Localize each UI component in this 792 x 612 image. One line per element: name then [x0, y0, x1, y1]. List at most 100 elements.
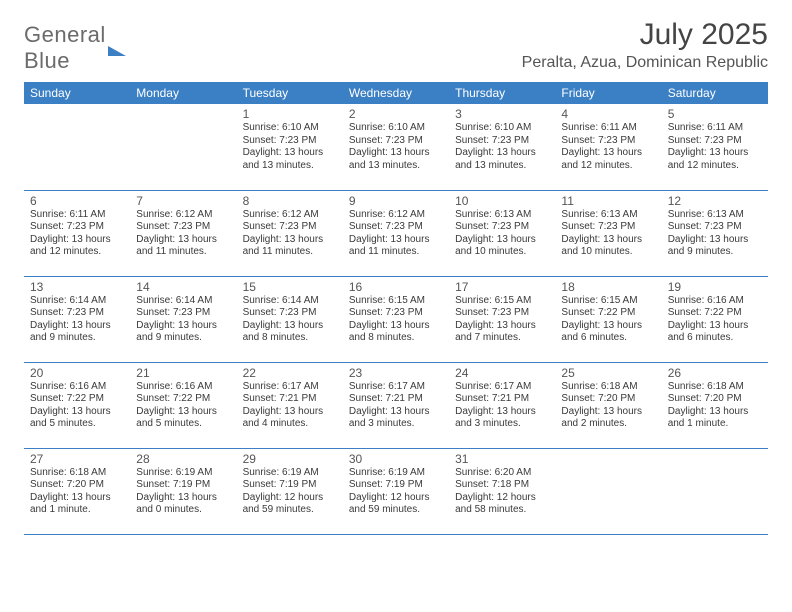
- day-number: 5: [668, 107, 762, 121]
- calendar-cell: [130, 104, 236, 190]
- day-details: Sunrise: 6:17 AMSunset: 7:21 PMDaylight:…: [455, 381, 549, 431]
- day-number: 29: [243, 452, 337, 466]
- calendar-cell: [24, 104, 130, 190]
- calendar-cell: 24Sunrise: 6:17 AMSunset: 7:21 PMDayligh…: [449, 362, 555, 448]
- logo-triangle-icon: [108, 46, 126, 56]
- day-number: 4: [561, 107, 655, 121]
- day-number: 15: [243, 280, 337, 294]
- calendar-cell: 25Sunrise: 6:18 AMSunset: 7:20 PMDayligh…: [555, 362, 661, 448]
- calendar-cell: 2Sunrise: 6:10 AMSunset: 7:23 PMDaylight…: [343, 104, 449, 190]
- calendar-row: 27Sunrise: 6:18 AMSunset: 7:20 PMDayligh…: [24, 448, 768, 534]
- day-details: Sunrise: 6:12 AMSunset: 7:23 PMDaylight:…: [136, 209, 230, 259]
- day-details: Sunrise: 6:11 AMSunset: 7:23 PMDaylight:…: [30, 209, 124, 259]
- location-text: Peralta, Azua, Dominican Republic: [522, 54, 768, 72]
- calendar-cell: 23Sunrise: 6:17 AMSunset: 7:21 PMDayligh…: [343, 362, 449, 448]
- day-details: Sunrise: 6:10 AMSunset: 7:23 PMDaylight:…: [455, 122, 549, 172]
- day-number: 6: [30, 194, 124, 208]
- day-number: 19: [668, 280, 762, 294]
- calendar-cell: 27Sunrise: 6:18 AMSunset: 7:20 PMDayligh…: [24, 448, 130, 534]
- calendar-cell: 28Sunrise: 6:19 AMSunset: 7:19 PMDayligh…: [130, 448, 236, 534]
- day-details: Sunrise: 6:16 AMSunset: 7:22 PMDaylight:…: [136, 381, 230, 431]
- calendar-cell: 5Sunrise: 6:11 AMSunset: 7:23 PMDaylight…: [662, 104, 768, 190]
- title-block: July 2025 Peralta, Azua, Dominican Repub…: [522, 18, 768, 72]
- day-number: 12: [668, 194, 762, 208]
- calendar-cell: 1Sunrise: 6:10 AMSunset: 7:23 PMDaylight…: [237, 104, 343, 190]
- day-number: 17: [455, 280, 549, 294]
- calendar-cell: 7Sunrise: 6:12 AMSunset: 7:23 PMDaylight…: [130, 190, 236, 276]
- calendar-cell: 15Sunrise: 6:14 AMSunset: 7:23 PMDayligh…: [237, 276, 343, 362]
- day-number: 9: [349, 194, 443, 208]
- calendar-cell: 3Sunrise: 6:10 AMSunset: 7:23 PMDaylight…: [449, 104, 555, 190]
- day-details: Sunrise: 6:13 AMSunset: 7:23 PMDaylight:…: [455, 209, 549, 259]
- calendar-cell: 20Sunrise: 6:16 AMSunset: 7:22 PMDayligh…: [24, 362, 130, 448]
- weekday-header: Saturday: [662, 82, 768, 104]
- logo-word2: Blue: [24, 48, 70, 73]
- calendar-cell: 6Sunrise: 6:11 AMSunset: 7:23 PMDaylight…: [24, 190, 130, 276]
- day-number: 22: [243, 366, 337, 380]
- day-details: Sunrise: 6:16 AMSunset: 7:22 PMDaylight:…: [30, 381, 124, 431]
- calendar-cell: 14Sunrise: 6:14 AMSunset: 7:23 PMDayligh…: [130, 276, 236, 362]
- calendar-row: 13Sunrise: 6:14 AMSunset: 7:23 PMDayligh…: [24, 276, 768, 362]
- day-details: Sunrise: 6:11 AMSunset: 7:23 PMDaylight:…: [561, 122, 655, 172]
- day-details: Sunrise: 6:20 AMSunset: 7:18 PMDaylight:…: [455, 467, 549, 517]
- day-number: 20: [30, 366, 124, 380]
- day-number: 10: [455, 194, 549, 208]
- calendar-cell: 31Sunrise: 6:20 AMSunset: 7:18 PMDayligh…: [449, 448, 555, 534]
- day-number: 8: [243, 194, 337, 208]
- calendar-cell: 29Sunrise: 6:19 AMSunset: 7:19 PMDayligh…: [237, 448, 343, 534]
- weekday-header-row: Sunday Monday Tuesday Wednesday Thursday…: [24, 82, 768, 104]
- day-number: 14: [136, 280, 230, 294]
- calendar-cell: 13Sunrise: 6:14 AMSunset: 7:23 PMDayligh…: [24, 276, 130, 362]
- calendar-cell: 4Sunrise: 6:11 AMSunset: 7:23 PMDaylight…: [555, 104, 661, 190]
- calendar-cell: 21Sunrise: 6:16 AMSunset: 7:22 PMDayligh…: [130, 362, 236, 448]
- day-number: 7: [136, 194, 230, 208]
- weekday-header: Thursday: [449, 82, 555, 104]
- calendar-cell: 11Sunrise: 6:13 AMSunset: 7:23 PMDayligh…: [555, 190, 661, 276]
- day-details: Sunrise: 6:17 AMSunset: 7:21 PMDaylight:…: [243, 381, 337, 431]
- day-details: Sunrise: 6:16 AMSunset: 7:22 PMDaylight:…: [668, 295, 762, 345]
- day-details: Sunrise: 6:15 AMSunset: 7:22 PMDaylight:…: [561, 295, 655, 345]
- day-details: Sunrise: 6:15 AMSunset: 7:23 PMDaylight:…: [455, 295, 549, 345]
- day-details: Sunrise: 6:10 AMSunset: 7:23 PMDaylight:…: [243, 122, 337, 172]
- calendar-cell: 17Sunrise: 6:15 AMSunset: 7:23 PMDayligh…: [449, 276, 555, 362]
- day-number: 1: [243, 107, 337, 121]
- day-details: Sunrise: 6:17 AMSunset: 7:21 PMDaylight:…: [349, 381, 443, 431]
- day-details: Sunrise: 6:14 AMSunset: 7:23 PMDaylight:…: [243, 295, 337, 345]
- day-details: Sunrise: 6:13 AMSunset: 7:23 PMDaylight:…: [561, 209, 655, 259]
- header: General Blue July 2025 Peralta, Azua, Do…: [24, 18, 768, 74]
- calendar-cell: 22Sunrise: 6:17 AMSunset: 7:21 PMDayligh…: [237, 362, 343, 448]
- calendar-cell: [662, 448, 768, 534]
- day-number: 30: [349, 452, 443, 466]
- day-number: 27: [30, 452, 124, 466]
- day-number: 23: [349, 366, 443, 380]
- day-details: Sunrise: 6:19 AMSunset: 7:19 PMDaylight:…: [349, 467, 443, 517]
- day-details: Sunrise: 6:14 AMSunset: 7:23 PMDaylight:…: [30, 295, 124, 345]
- day-details: Sunrise: 6:11 AMSunset: 7:23 PMDaylight:…: [668, 122, 762, 172]
- calendar-cell: [555, 448, 661, 534]
- day-details: Sunrise: 6:19 AMSunset: 7:19 PMDaylight:…: [243, 467, 337, 517]
- day-number: 31: [455, 452, 549, 466]
- day-number: 2: [349, 107, 443, 121]
- day-number: 3: [455, 107, 549, 121]
- day-details: Sunrise: 6:18 AMSunset: 7:20 PMDaylight:…: [561, 381, 655, 431]
- calendar-cell: 10Sunrise: 6:13 AMSunset: 7:23 PMDayligh…: [449, 190, 555, 276]
- day-details: Sunrise: 6:15 AMSunset: 7:23 PMDaylight:…: [349, 295, 443, 345]
- day-number: 28: [136, 452, 230, 466]
- calendar-cell: 26Sunrise: 6:18 AMSunset: 7:20 PMDayligh…: [662, 362, 768, 448]
- weekday-header: Monday: [130, 82, 236, 104]
- weekday-header: Wednesday: [343, 82, 449, 104]
- day-number: 26: [668, 366, 762, 380]
- day-details: Sunrise: 6:19 AMSunset: 7:19 PMDaylight:…: [136, 467, 230, 517]
- calendar-row: 6Sunrise: 6:11 AMSunset: 7:23 PMDaylight…: [24, 190, 768, 276]
- weekday-header: Friday: [555, 82, 661, 104]
- day-number: 21: [136, 366, 230, 380]
- calendar-row: 20Sunrise: 6:16 AMSunset: 7:22 PMDayligh…: [24, 362, 768, 448]
- day-details: Sunrise: 6:13 AMSunset: 7:23 PMDaylight:…: [668, 209, 762, 259]
- day-number: 24: [455, 366, 549, 380]
- calendar-cell: 19Sunrise: 6:16 AMSunset: 7:22 PMDayligh…: [662, 276, 768, 362]
- month-title: July 2025: [522, 18, 768, 52]
- calendar-cell: 9Sunrise: 6:12 AMSunset: 7:23 PMDaylight…: [343, 190, 449, 276]
- day-details: Sunrise: 6:18 AMSunset: 7:20 PMDaylight:…: [30, 467, 124, 517]
- calendar-cell: 12Sunrise: 6:13 AMSunset: 7:23 PMDayligh…: [662, 190, 768, 276]
- calendar-cell: 16Sunrise: 6:15 AMSunset: 7:23 PMDayligh…: [343, 276, 449, 362]
